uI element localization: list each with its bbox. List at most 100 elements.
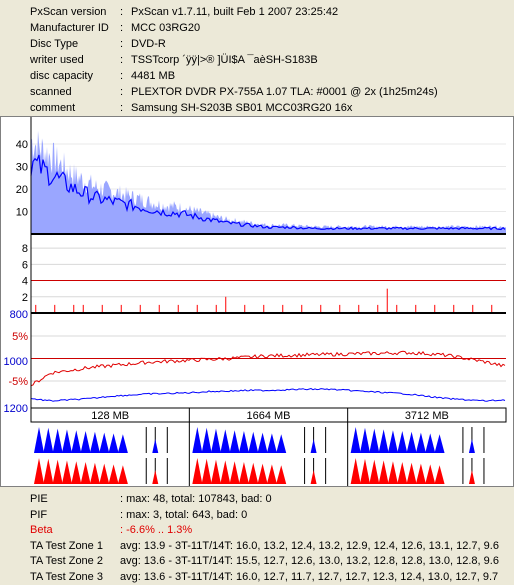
ta-pif-histogram bbox=[468, 470, 475, 484]
ta-pif-histogram bbox=[108, 464, 119, 484]
pif-tick-label: 8 bbox=[22, 243, 28, 255]
info-value: 4481 MB bbox=[131, 70, 176, 82]
info-colon: : bbox=[120, 70, 124, 82]
ta-pie-histogram bbox=[276, 434, 287, 453]
ta-pie-histogram bbox=[220, 429, 231, 453]
info-value: DVD-R bbox=[131, 38, 166, 50]
ta-pie-histogram bbox=[52, 428, 63, 453]
ta-pie-histogram bbox=[210, 428, 221, 453]
ta-pie-histogram bbox=[71, 430, 82, 453]
ta-pie-histogram bbox=[229, 430, 240, 453]
stats-value: : max: 3, total: 643, bad: 0 bbox=[120, 508, 248, 521]
stats-value: avg: 13.6 - 3T-11T/14T: 15.5, 12.7, 12.6… bbox=[120, 555, 499, 567]
pie-area-noise bbox=[31, 130, 506, 234]
info-colon: : bbox=[120, 54, 124, 66]
info-label: writer used bbox=[30, 54, 84, 66]
pif-tick-label: 4 bbox=[22, 276, 28, 288]
ta-pie-histogram bbox=[266, 433, 277, 453]
pif-tick-label: 2 bbox=[22, 292, 28, 304]
jitter-series-line bbox=[30, 387, 506, 402]
ta-pie-histogram bbox=[248, 431, 259, 453]
ta-pif-histogram bbox=[350, 458, 361, 484]
ta-pif-histogram bbox=[210, 459, 221, 484]
ta-pie-histogram bbox=[201, 427, 212, 453]
ta-pif-histogram bbox=[99, 463, 110, 484]
ta-pie-histogram bbox=[80, 431, 91, 453]
ta-pie-histogram bbox=[434, 434, 445, 453]
info-value: TSSTcorp ´ÿÿ|>® ]ÜI$A ¯aèSH-S183B bbox=[131, 54, 318, 66]
info-colon: : bbox=[120, 38, 124, 50]
ta-pie-histogram bbox=[378, 429, 389, 453]
ta-pie-histogram bbox=[43, 427, 54, 453]
info-label: comment bbox=[30, 102, 76, 114]
jitter-tick-label: 1200 bbox=[4, 403, 28, 415]
ta-zone-label: 3712 MB bbox=[405, 410, 449, 422]
stats-label: Beta bbox=[30, 524, 53, 536]
ta-pif-histogram bbox=[43, 458, 54, 484]
ta-pie-histogram bbox=[117, 434, 128, 453]
ta-pie-histogram bbox=[108, 433, 119, 453]
info-value: PLEXTOR DVDR PX-755A 1.07 TLA: #0001 @ 2… bbox=[131, 86, 438, 98]
ta-pie-histogram bbox=[34, 427, 44, 453]
pie-tick-label: 20 bbox=[16, 184, 28, 196]
ta-pie-histogram bbox=[397, 431, 408, 453]
ta-pie-histogram bbox=[192, 427, 203, 453]
ta-pif-histogram bbox=[61, 460, 72, 484]
ta-pif-histogram bbox=[434, 465, 445, 484]
ta-pif-histogram bbox=[152, 470, 159, 484]
scan-stats-panel: PIE: max: 48, total: 107843, bad: 0 PIF: … bbox=[0, 488, 514, 585]
ta-pie-histogram bbox=[99, 432, 110, 453]
disc-info-panel: PxScan version: PxScan v1.7.11, built Feb… bbox=[0, 0, 514, 116]
stats-label: PIF bbox=[30, 508, 48, 521]
info-label: disc capacity bbox=[30, 70, 93, 82]
ta-pif-histogram bbox=[248, 462, 259, 484]
stats-label: TA Test Zone 1 bbox=[30, 539, 103, 552]
ta-pie-histogram bbox=[406, 431, 417, 453]
ta-pie-histogram bbox=[152, 439, 159, 453]
pie-tick-label: 10 bbox=[16, 207, 28, 219]
info-value: MCC 03RG20 bbox=[131, 22, 201, 34]
stats-value: avg: 13.6 - 3T-11T/14T: 16.0, 12.7, 11.7… bbox=[120, 570, 499, 583]
ta-pie-histogram bbox=[238, 431, 249, 453]
ta-pif-histogram bbox=[415, 463, 426, 484]
ta-pif-histogram bbox=[425, 464, 436, 484]
ta-pie-histogram bbox=[415, 432, 426, 453]
ta-pif-histogram bbox=[266, 464, 277, 484]
ta-pif-histogram bbox=[117, 465, 128, 484]
ta-zone-label: 128 MB bbox=[91, 410, 129, 422]
ta-pif-histogram bbox=[397, 462, 408, 484]
stats-label: PIE bbox=[30, 493, 48, 505]
info-colon: : bbox=[120, 86, 124, 98]
info-label: PxScan version bbox=[30, 6, 107, 18]
ta-pif-histogram bbox=[378, 460, 389, 484]
pie-tick-label: 40 bbox=[16, 139, 28, 151]
stats-value: avg: 13.9 - 3T-11T/14T: 16.0, 13.2, 12.4… bbox=[120, 539, 499, 552]
ta-pif-histogram bbox=[34, 458, 44, 484]
scan-graph-svg: 10 20 30 40 2 4 6 8 800 1000 1200 5% -5% 128 MB 1664 M… bbox=[0, 116, 514, 487]
ta-pif-histogram bbox=[359, 458, 370, 484]
info-colon: : bbox=[120, 102, 124, 114]
ta-pif-histogram bbox=[52, 459, 63, 484]
pie-tick-label: 30 bbox=[16, 162, 28, 174]
info-label: scanned bbox=[30, 86, 72, 98]
ta-pif-histogram bbox=[238, 462, 249, 484]
ta-pif-histogram bbox=[220, 460, 231, 484]
ta-pie-histogram bbox=[387, 430, 398, 453]
stats-value: : -6.6% .. 1.3% bbox=[120, 524, 193, 536]
ta-pif-histogram bbox=[89, 462, 100, 484]
ta-pie-histogram bbox=[359, 427, 370, 453]
jitter-tick-label: 800 bbox=[10, 309, 28, 321]
ta-zone-label: 1664 MB bbox=[246, 410, 290, 422]
ta-pie-histogram bbox=[369, 428, 380, 453]
beta-tick-label: -5% bbox=[8, 376, 28, 388]
ta-pie-histogram bbox=[468, 439, 475, 453]
info-colon: : bbox=[120, 6, 124, 18]
ta-header-box bbox=[30, 407, 507, 423]
ta-pif-histogram bbox=[229, 461, 240, 484]
ta-pie-histogram bbox=[61, 429, 72, 453]
ta-pie-histogram bbox=[425, 433, 436, 453]
stats-label: TA Test Zone 2 bbox=[30, 555, 103, 567]
info-value: Samsung SH-S203B SB01 MCC03RG20 16x bbox=[131, 102, 353, 114]
ta-pie-histogram bbox=[350, 427, 361, 453]
ta-pie-histogram bbox=[89, 431, 100, 453]
